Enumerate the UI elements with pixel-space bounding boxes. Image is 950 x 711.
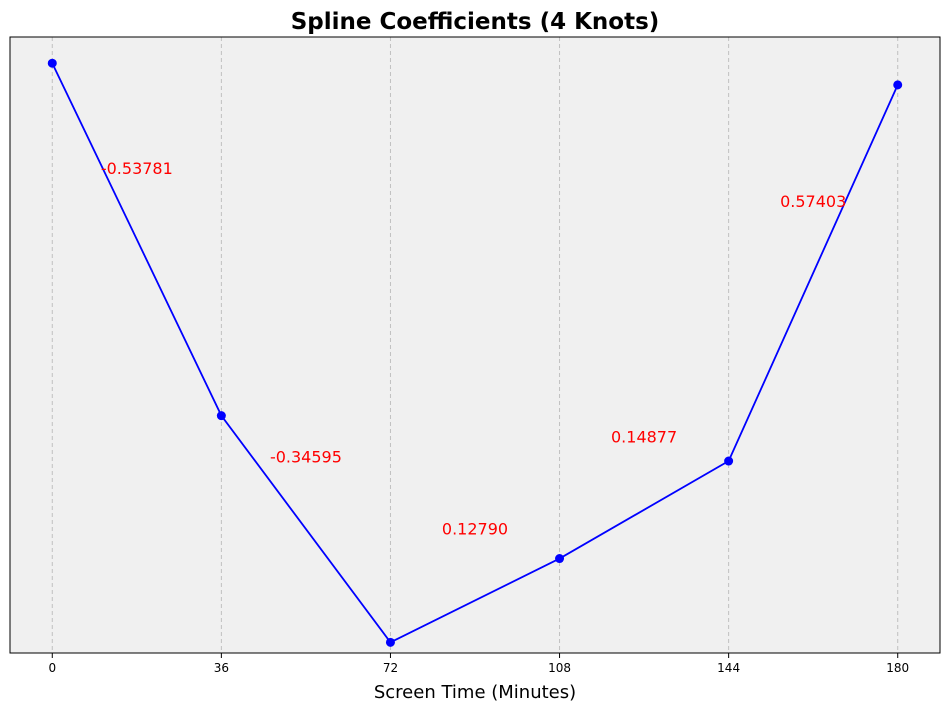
x-tick-label-108: 108	[548, 661, 571, 675]
x-tick-label-144: 144	[717, 661, 740, 675]
plot-area	[10, 37, 940, 653]
x-axis-label: Screen Time (Minutes)	[374, 682, 576, 703]
data-point-0	[48, 59, 57, 68]
coefficient-label-1: -0.53781	[101, 159, 173, 178]
data-point-108	[555, 554, 564, 563]
coefficient-label-5: 0.57403	[780, 192, 846, 211]
data-point-144	[724, 457, 733, 466]
data-point-36	[217, 411, 226, 420]
x-tick-label-36: 36	[214, 661, 229, 675]
data-point-72	[386, 638, 395, 647]
coefficient-label-4: 0.14877	[611, 428, 677, 447]
x-tick-label-180: 180	[886, 661, 909, 675]
x-tick-label-72: 72	[383, 661, 398, 675]
data-point-180	[893, 80, 902, 89]
chart-title: Spline Coefficients (4 Knots)	[291, 9, 660, 35]
coefficient-label-3: 0.12790	[442, 519, 508, 538]
x-tick-label-0: 0	[48, 661, 56, 675]
coefficient-label-2: -0.34595	[270, 447, 342, 466]
